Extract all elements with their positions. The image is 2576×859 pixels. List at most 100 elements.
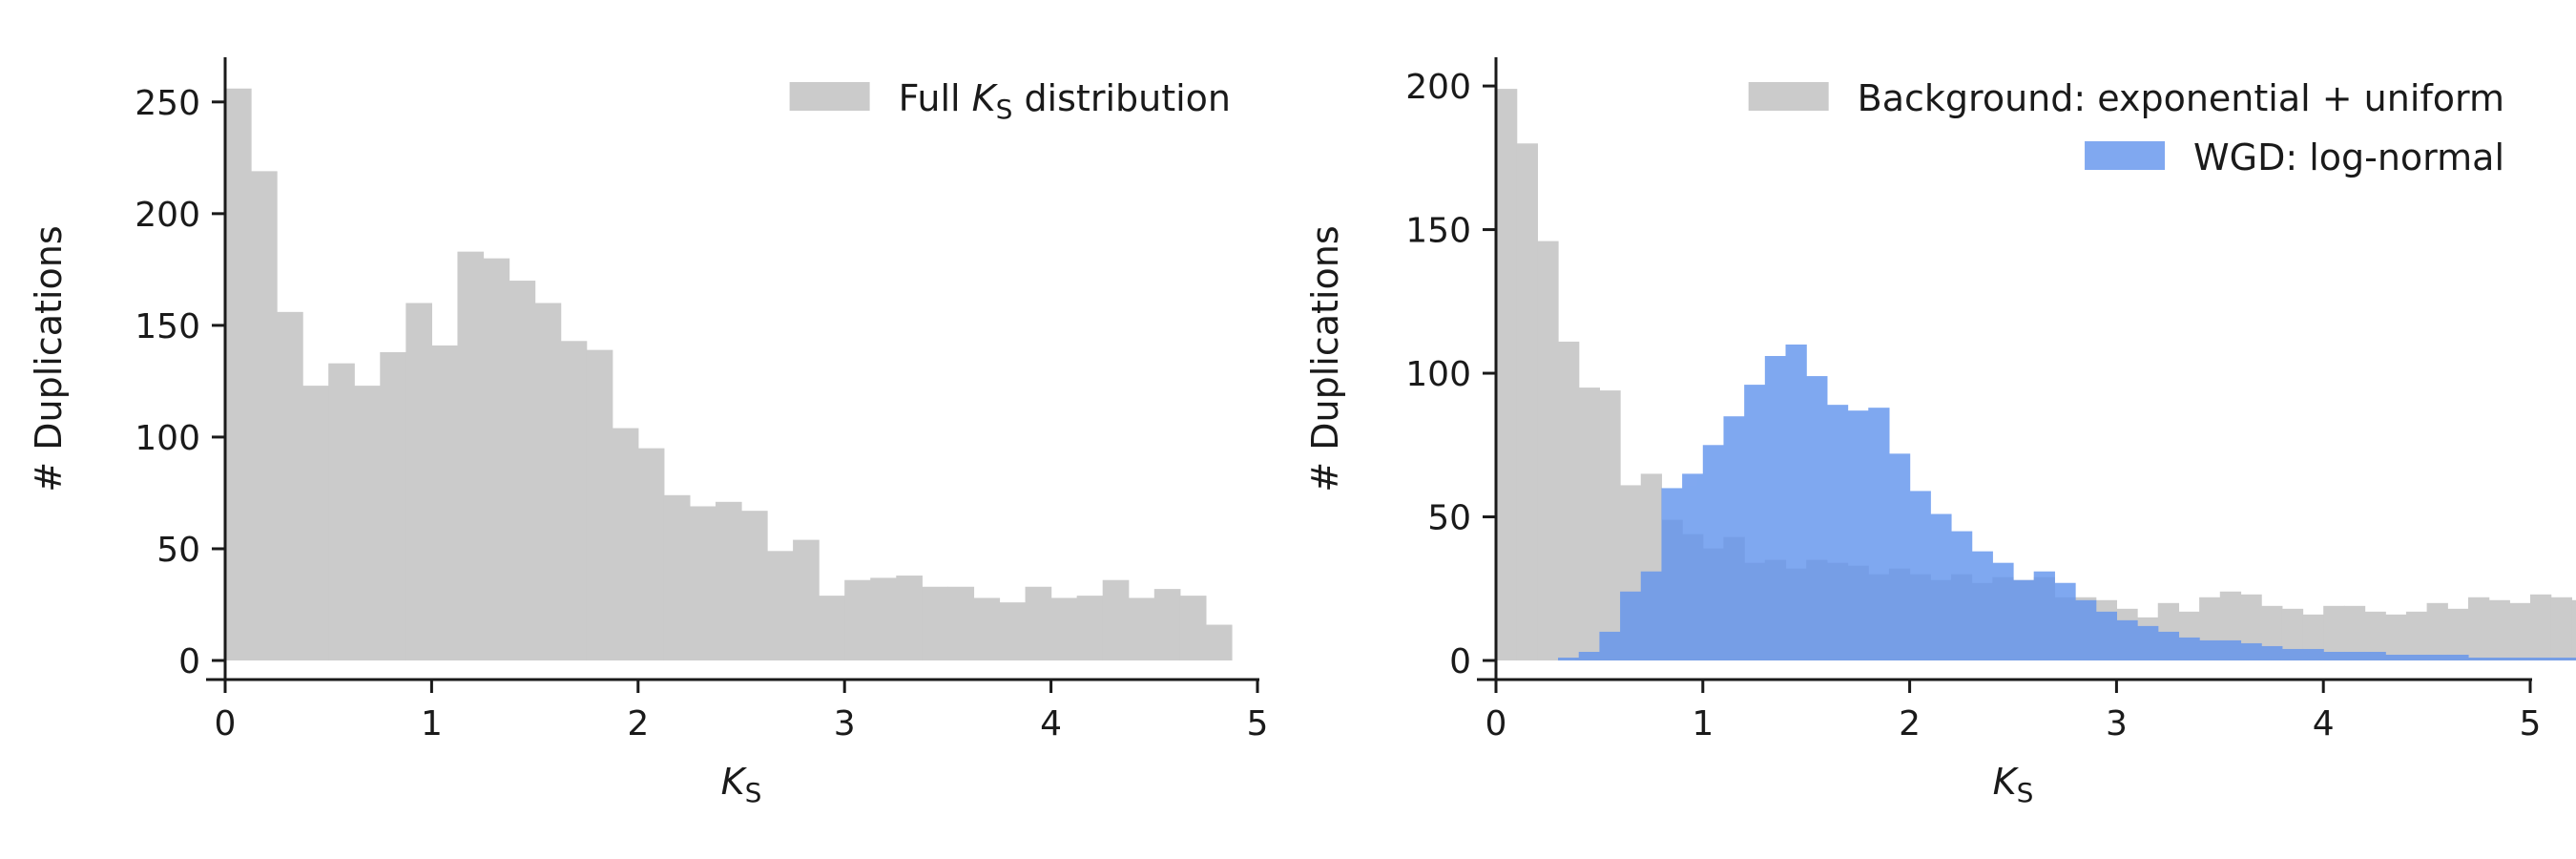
- histogram-bar: [2467, 597, 2490, 660]
- series-0: [225, 88, 1233, 660]
- histogram-bar: [1578, 651, 1600, 660]
- histogram-bar: [2364, 611, 2386, 660]
- histogram-bar: [1537, 241, 1559, 660]
- histogram-bar: [1050, 597, 1078, 660]
- histogram-bar: [793, 539, 820, 660]
- histogram-bar: [2488, 657, 2510, 660]
- histogram-bar: [1723, 416, 1745, 660]
- histogram-bar: [1950, 531, 1973, 660]
- histogram-bar: [1847, 410, 1869, 660]
- histogram-bar: [1153, 589, 1181, 660]
- histogram-bar: [1516, 143, 1538, 661]
- histogram-bar: [560, 341, 588, 660]
- histogram-bar: [2447, 608, 2469, 660]
- y-axis-title: # Duplications: [28, 225, 70, 492]
- histogram-bar: [637, 448, 665, 660]
- histogram-bar: [2323, 605, 2345, 660]
- histogram-bar: [509, 281, 536, 660]
- histogram-bar: [767, 551, 794, 660]
- histogram-bar: [922, 586, 948, 660]
- histogram-bar: [277, 311, 303, 660]
- histogram-bar: [1992, 562, 2014, 660]
- histogram-bar: [405, 303, 432, 660]
- histogram-bar: [1496, 89, 1518, 661]
- histogram-bar: [2054, 582, 2076, 660]
- x-tick-label: 3: [834, 704, 856, 744]
- legend-label: Background: exponential + uniform: [1858, 77, 2504, 119]
- histogram-bar: [1806, 376, 1828, 660]
- y-tick-label: 250: [135, 84, 200, 123]
- legend-label: Full KS distribution: [899, 77, 1231, 125]
- x-tick-label: 5: [2520, 704, 2542, 744]
- histogram-bar: [2385, 614, 2407, 660]
- histogram-bar: [2281, 648, 2304, 660]
- histogram-bar: [2550, 657, 2572, 660]
- histogram-bar: [1102, 579, 1130, 660]
- histogram-bar: [973, 597, 1001, 660]
- histogram-bar: [2447, 654, 2469, 660]
- histogram-bar: [2488, 599, 2510, 660]
- histogram-bar: [354, 386, 381, 660]
- histogram-bar: [2530, 657, 2552, 660]
- y-tick-label: 150: [135, 307, 200, 346]
- y-axis-title: # Duplications: [1304, 225, 1346, 492]
- x-tick-label: 4: [2313, 704, 2335, 744]
- histogram-bar: [2509, 657, 2531, 660]
- histogram-bar: [2178, 637, 2200, 660]
- histogram-bar: [2261, 645, 2283, 660]
- histogram-bar: [1682, 473, 1704, 660]
- histogram-bar: [483, 258, 510, 660]
- legend: Background: exponential + uniform WGD: lo…: [1748, 77, 2504, 178]
- histogram-bar: [2199, 639, 2221, 660]
- legend: Full KS distribution: [789, 77, 1231, 125]
- histogram-bar: [457, 251, 485, 660]
- histogram-bar: [2157, 631, 2180, 660]
- x-tick-label: 2: [1899, 704, 1921, 744]
- histogram-bar: [2343, 605, 2366, 660]
- y-tick-label: 0: [178, 642, 200, 681]
- histogram-bar: [1909, 491, 1931, 660]
- histogram-bar: [844, 579, 871, 660]
- histogram-bar: [2571, 657, 2576, 660]
- histogram-bar: [1076, 596, 1104, 660]
- y-tick-label: 200: [135, 196, 200, 235]
- histogram-bar: [1702, 445, 1725, 660]
- histogram-bar: [302, 386, 329, 660]
- x-axis-title: KS: [721, 761, 762, 808]
- y-tick-label: 100: [1405, 355, 1471, 394]
- x-tick-label: 2: [627, 704, 649, 744]
- histogram-bar: [2281, 608, 2304, 660]
- histogram-bar: [586, 349, 613, 660]
- histogram-bar: [1179, 596, 1207, 660]
- histogram-bar: [1558, 657, 1580, 660]
- histogram-bar: [2033, 571, 2055, 660]
- histogram-bar: [2075, 599, 2097, 660]
- histogram-bar: [2219, 639, 2242, 660]
- histogram-bar: [1888, 453, 1911, 660]
- y-tick-label: 200: [1405, 68, 1471, 107]
- histogram-bar: [2509, 602, 2531, 660]
- histogram-bar: [1599, 631, 1621, 660]
- histogram-bar: [2530, 594, 2552, 660]
- y-tick-label: 0: [1449, 642, 1471, 681]
- histogram-bar: [1620, 591, 1642, 660]
- y-tick-label: 100: [135, 419, 200, 458]
- histogram-bar: [2364, 651, 2386, 660]
- histogram-bar: [251, 171, 278, 660]
- legend-swatch: [789, 82, 870, 111]
- histogram-bar: [2571, 599, 2576, 660]
- histogram-bar: [2343, 651, 2366, 660]
- histogram-bar: [2116, 619, 2138, 660]
- histogram-bar: [1744, 385, 1766, 660]
- histogram-bar: [2323, 651, 2345, 660]
- histogram-bar: [1128, 597, 1155, 660]
- histogram-bar: [1558, 341, 1580, 660]
- histogram-bar: [2426, 602, 2448, 660]
- x-tick-label: 5: [1247, 704, 1269, 744]
- histogram-bar: [2405, 654, 2428, 660]
- histogram-bar: [431, 345, 459, 660]
- histogram-bar: [1599, 390, 1621, 660]
- x-axis-title: KS: [1993, 761, 2034, 808]
